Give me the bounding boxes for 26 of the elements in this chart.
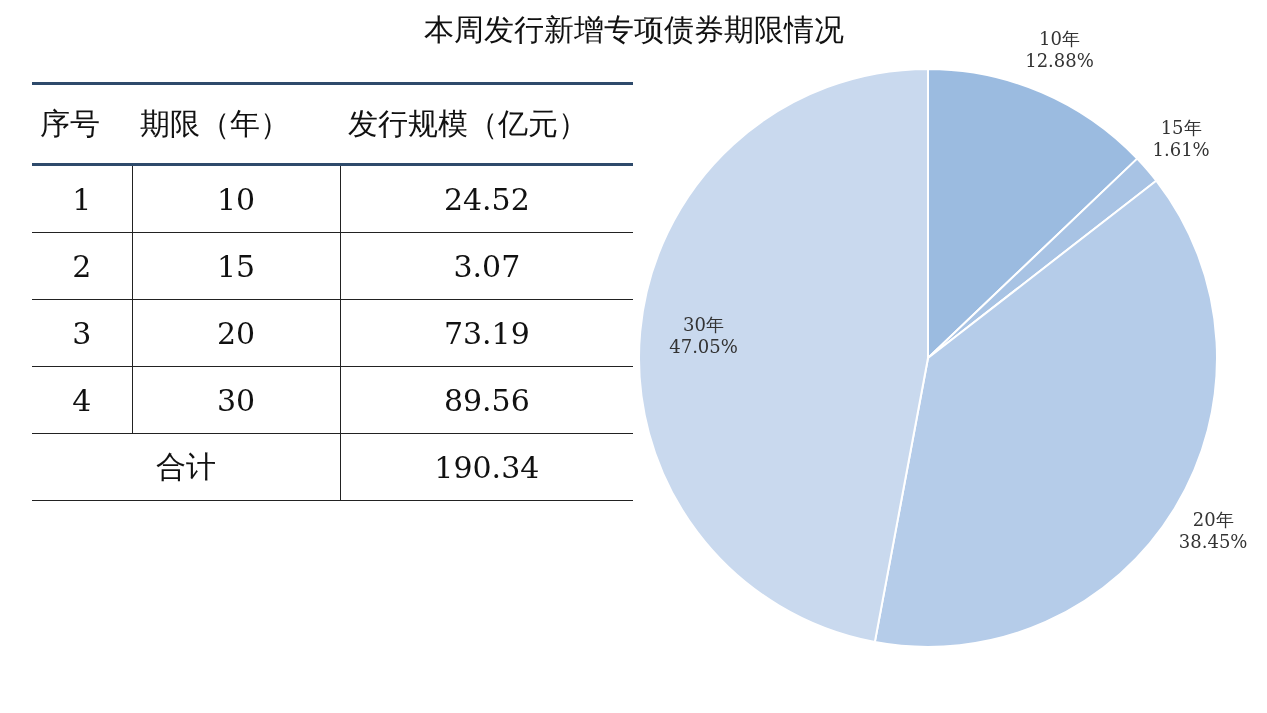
data-label: 47.05% [669, 335, 738, 357]
data-label: 1.61% [1152, 138, 1210, 160]
slice-label: 30年 [683, 313, 724, 335]
text: 序号 [32, 83, 133, 165]
text: 合计 [32, 433, 341, 501]
text: 10 [132, 164, 341, 233]
text: 1 [32, 164, 133, 233]
text: 3.07 [340, 232, 633, 300]
slice-label: 20年 [1192, 508, 1234, 530]
slice-label: 15年 [1160, 116, 1202, 138]
text: 4 [32, 366, 133, 434]
text: 30 [132, 366, 341, 434]
text: 190.34 [340, 433, 633, 501]
text: 3 [32, 299, 133, 367]
text: 期限（年） [132, 83, 341, 165]
text: 20 [132, 299, 341, 367]
slice-label: 10年 [1039, 27, 1080, 49]
chart-title: 本周发行新增专项债券期限情况 [423, 12, 844, 47]
text: 发行规模（亿元） [340, 83, 633, 165]
text: 15 [132, 232, 341, 300]
text: 89.56 [340, 366, 633, 434]
data-label: 12.88% [1025, 49, 1094, 71]
text: 24.52 [340, 164, 633, 233]
text: 2 [32, 232, 133, 300]
data-label: 38.45% [1178, 530, 1248, 552]
text: 73.19 [340, 299, 633, 367]
